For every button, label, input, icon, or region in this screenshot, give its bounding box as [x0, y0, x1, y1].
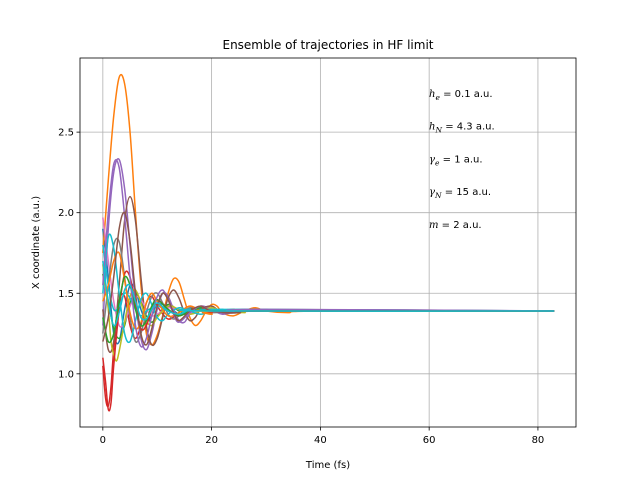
parameter-symbol: γ	[429, 154, 435, 165]
parameter-value: 1 a.u.	[454, 154, 482, 165]
parameter-annotation: γN = 15 a.u.	[429, 187, 491, 200]
parameter-symbol: m	[429, 220, 438, 231]
equals-sign: =	[442, 122, 457, 133]
parameter-annotation: he = 0.1 a.u.	[429, 89, 493, 102]
series-line-2	[102, 73, 555, 346]
series-line-13	[102, 251, 555, 330]
parameter-subscript: N	[434, 126, 442, 135]
x-tick-label: 0	[100, 435, 106, 446]
y-tick-label: 1.5	[58, 289, 74, 300]
parameter-symbol: h	[429, 89, 435, 100]
y-tick-label: 2.0	[58, 208, 74, 219]
parameter-symbol: h	[429, 122, 435, 133]
x-tick-label: 80	[532, 435, 545, 446]
parameter-value: 15 a.u.	[456, 187, 491, 198]
parameter-subscript: e	[435, 93, 440, 102]
parameter-value: 4.3 a.u.	[457, 122, 495, 133]
plot-frame	[79, 57, 577, 428]
x-tick-label: 20	[205, 435, 218, 446]
series-layer	[102, 73, 555, 412]
parameter-annotation: m = 2 a.u.	[429, 220, 482, 231]
y-tick-label: 2.5	[58, 128, 74, 139]
parameter-value: 2 a.u.	[453, 220, 481, 231]
equals-sign: =	[442, 187, 457, 198]
parameter-value: 0.1 a.u.	[455, 89, 493, 100]
annotations: he = 0.1 a.u.hN = 4.3 a.u.γe = 1 a.u.γN …	[429, 89, 495, 231]
equals-sign: =	[438, 220, 453, 231]
x-tick-label: 40	[314, 435, 327, 446]
parameter-symbol: γ	[429, 187, 435, 198]
grid	[80, 58, 576, 427]
equals-sign: =	[439, 154, 454, 165]
parameter-annotation: γe = 1 a.u.	[429, 154, 483, 167]
x-tick-label: 60	[423, 435, 436, 446]
parameter-subscript: N	[434, 191, 442, 200]
parameter-annotation: hN = 4.3 a.u.	[429, 122, 495, 135]
series-line-16	[102, 211, 555, 346]
series-line-11	[102, 270, 555, 412]
chart-title: Ensemble of trajectories in HF limit	[222, 38, 433, 52]
series-line-17	[102, 260, 555, 327]
ticks: 0 20 40 60 80 1.0 1.5 2.0 2.5	[58, 128, 544, 446]
parameter-subscript: e	[435, 158, 440, 167]
equals-sign: =	[440, 89, 455, 100]
x-axis-label: Time (fs)	[305, 460, 350, 471]
y-axis-label: X coordinate (a.u.)	[31, 196, 42, 289]
y-tick-label: 1.0	[58, 369, 74, 380]
plot-area	[80, 58, 576, 427]
